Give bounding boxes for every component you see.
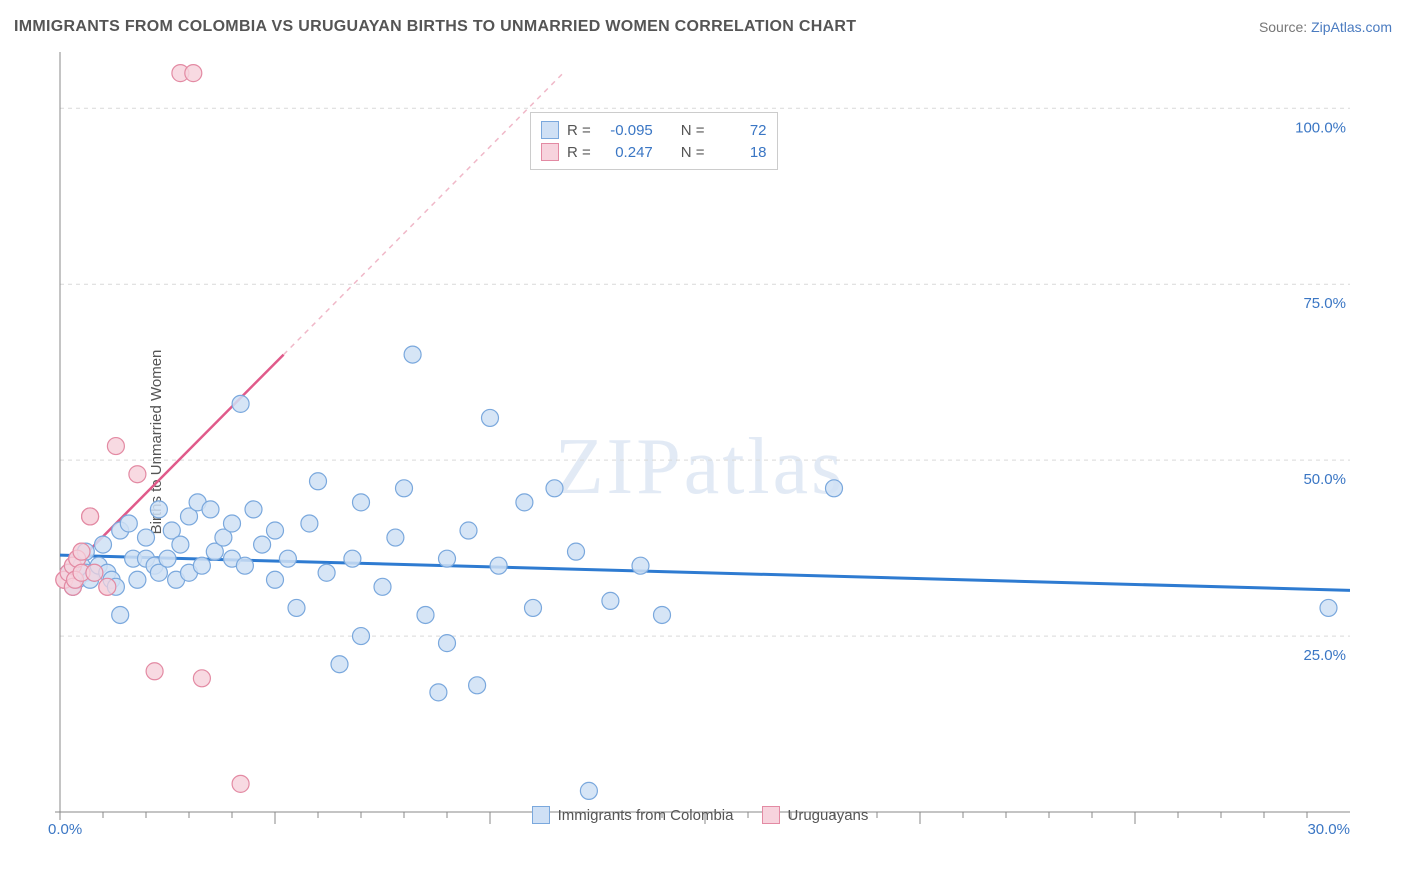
chart-header: IMMIGRANTS FROM COLOMBIA VS URUGUAYAN BI… (14, 18, 1392, 36)
n-value-colombia: 72 (713, 122, 767, 139)
legend-row-colombia: R = -0.095 N = 72 (541, 119, 767, 141)
swatch-uruguay-icon (762, 806, 780, 824)
legend-label-uruguay: Uruguayans (788, 807, 869, 824)
svg-text:100.0%: 100.0% (1295, 119, 1346, 136)
scatter-chart: Births to Unmarried Women ZIPatlas 25.0%… (50, 52, 1350, 832)
correlation-legend: R = -0.095 N = 72 R = 0.247 N = 18 (530, 112, 778, 170)
svg-text:50.0%: 50.0% (1303, 471, 1346, 488)
n-value-uruguay: 18 (713, 144, 767, 161)
swatch-colombia (541, 121, 559, 139)
legend-row-uruguay: R = 0.247 N = 18 (541, 141, 767, 163)
svg-text:75.0%: 75.0% (1303, 295, 1346, 312)
r-value-colombia: -0.095 (599, 122, 653, 139)
n-label: N = (681, 144, 705, 161)
r-label: R = (567, 122, 591, 139)
series-legend: Immigrants from Colombia Uruguayans (50, 806, 1350, 824)
swatch-uruguay (541, 143, 559, 161)
legend-item-uruguay: Uruguayans (762, 806, 869, 824)
source-attribution: Source: ZipAtlas.com (1259, 19, 1392, 35)
legend-item-colombia: Immigrants from Colombia (532, 806, 734, 824)
x-axis-origin-label: 0.0% (48, 821, 82, 838)
n-label: N = (681, 122, 705, 139)
svg-text:25.0%: 25.0% (1303, 647, 1346, 664)
legend-label-colombia: Immigrants from Colombia (558, 807, 734, 824)
source-link[interactable]: ZipAtlas.com (1311, 19, 1392, 35)
x-axis-end-label: 30.0% (1307, 821, 1350, 838)
r-value-uruguay: 0.247 (599, 144, 653, 161)
r-label: R = (567, 144, 591, 161)
source-label: Source: (1259, 19, 1307, 35)
swatch-colombia-icon (532, 806, 550, 824)
chart-title: IMMIGRANTS FROM COLOMBIA VS URUGUAYAN BI… (14, 18, 856, 36)
